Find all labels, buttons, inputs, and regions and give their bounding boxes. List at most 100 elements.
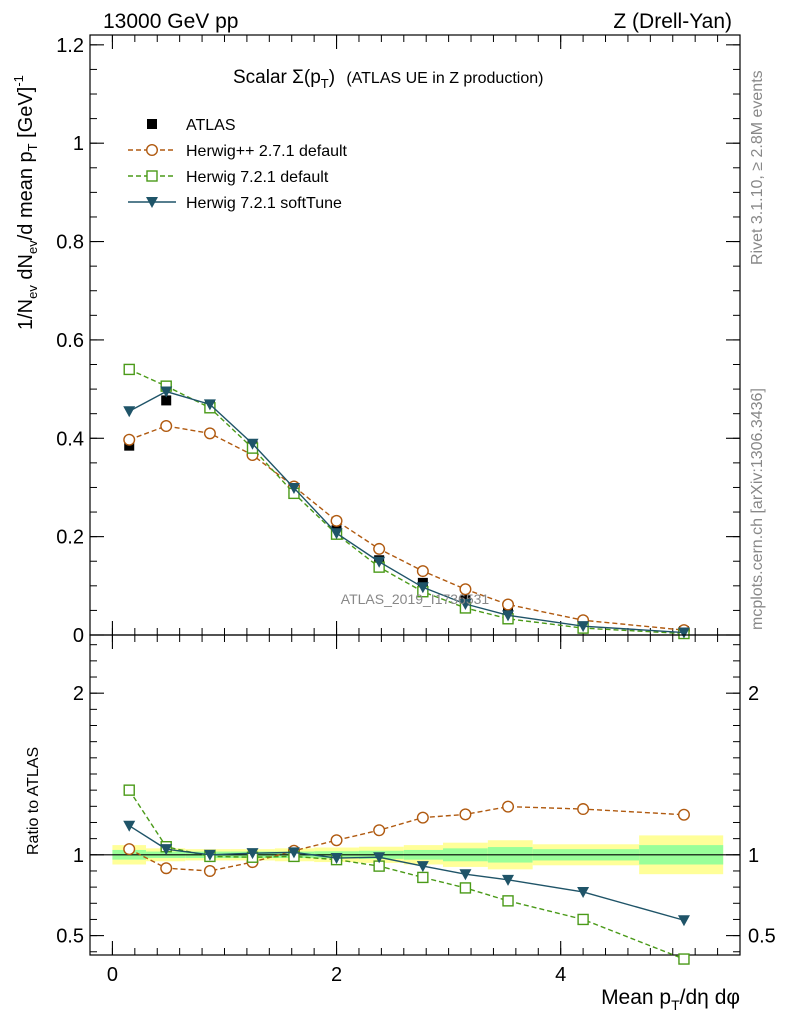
ratio-point-herwig-7-2-1-default <box>502 895 514 907</box>
ratio-point-herwig-7-2-1-softtune <box>203 849 216 861</box>
header-left-label: 13000 GeV pp <box>103 10 238 33</box>
ratio-point-herwig-7-2-1-default <box>678 953 690 965</box>
data-point-herwig-7-2-1-softtune <box>459 599 472 611</box>
main-y-tick-label: 1 <box>73 133 84 155</box>
main-y-tick-label: 0 <box>73 625 84 647</box>
legend-label-herwig-721-softtune: Herwig 7.2.1 softTune <box>186 195 342 212</box>
ratio-point-herwigpp-2-7-1-default <box>330 834 343 847</box>
ratio-panel: 0.5 0.5 1 1 2 2 0 2 4 Ratio to ATLAS Mean pT/dη … <box>25 634 776 1013</box>
main-chart-title: Scalar Σ(pT) (ATLAS UE in Z production) <box>233 67 543 91</box>
legend-symbol-atlas <box>147 119 157 129</box>
rivet-version-label: Rivet 3.1.10, ≥ 2.8M events <box>749 70 766 265</box>
ratio-point-herwig-7-2-1-softtune <box>246 848 259 860</box>
ratio-y-tick-label-right: 2 <box>748 683 759 705</box>
legend-symbol-herwig-7-2-1-softtune <box>146 197 158 208</box>
ratio-line-herwigpp-2-7-1-default <box>128 805 685 872</box>
x-tick-label: 2 <box>331 964 342 986</box>
ratio-point-herwigpp-2-7-1-default <box>203 864 216 877</box>
x-axis-label: Mean pT/dη dφ <box>601 986 740 1013</box>
main-y-axis-label: 1/Nev dNev/d mean pT [GeV]-1 <box>11 75 40 330</box>
ratio-point-herwig-7-2-1-softtune <box>459 869 472 881</box>
data-point-herwig-7-2-1-softtune <box>677 627 690 639</box>
ratio-point-herwig-7-2-1-softtune <box>677 915 690 927</box>
ratio-point-herwig-7-2-1-softtune <box>330 853 343 865</box>
legend-marker-herwigpp-271 <box>128 143 176 156</box>
data-point-herwigpp-2-7-1-default <box>502 598 515 611</box>
ratio-y-axis-label: Ratio to ATLAS <box>25 747 42 855</box>
data-point-herwig-7-2-1-softtune <box>160 386 173 398</box>
ratio-y-tick-label-right: 0.5 <box>748 926 776 948</box>
legend-label-herwigpp-271: Herwig++ 2.7.1 default <box>186 143 348 160</box>
data-point-herwig-7-2-1-softtune <box>123 406 136 418</box>
legend-entry-atlas: ATLAS <box>147 117 236 134</box>
main-panel: 0 0.2 0.4 0.6 0.8 1 1.2 ATLAS_2019_I1736531 Sc… <box>11 34 741 647</box>
ratio-point-herwigpp-2-7-1-default <box>160 862 173 875</box>
ratio-point-herwig-7-2-1-softtune <box>160 844 173 856</box>
ratio-point-herwigpp-2-7-1-default <box>373 824 386 837</box>
data-point-herwigpp-2-7-1-default <box>160 419 173 432</box>
mcplots-label: mcplots.cern.ch [arXiv:1306.3436] <box>749 388 766 630</box>
legend-marker-herwig-721-softtune <box>128 197 176 208</box>
data-point-herwigpp-2-7-1-default <box>123 433 136 446</box>
legend-label-atlas: ATLAS <box>186 117 236 134</box>
main-y-tick-label: 0.2 <box>56 527 84 549</box>
data-point-herwig-7-2-1-softtune <box>416 582 429 594</box>
legend-entry-herwigpp-271: Herwig++ 2.7.1 default <box>128 143 348 160</box>
ratio-point-herwig-7-2-1-softtune <box>123 820 136 832</box>
ratio-point-herwig-7-2-1-softtune <box>502 874 515 886</box>
data-point-herwig-7-2-1-default <box>123 363 135 376</box>
ratio-point-herwigpp-2-7-1-default <box>123 843 136 856</box>
legend-symbol-herwigpp-2-7-1-default <box>145 143 158 156</box>
ratio-y-tick-label: 2 <box>73 683 84 705</box>
legend-symbol-herwig-7-2-1-default <box>146 170 158 182</box>
data-point-herwig-7-2-1-softtune <box>577 621 590 633</box>
series-line-herwigpp-2-7-1-default <box>128 425 685 631</box>
legend-entry-herwig-721-softtune: Herwig 7.2.1 softTune <box>128 195 342 212</box>
x-tick-label: 0 <box>107 964 118 986</box>
main-y-tick-label: 0.4 <box>56 428 84 450</box>
ratio-point-herwigpp-2-7-1-default <box>502 800 515 813</box>
ratio-point-herwigpp-2-7-1-default <box>577 803 590 816</box>
ratio-point-herwig-7-2-1-softtune <box>287 847 300 859</box>
watermark-label: ATLAS_2019_I1736531 <box>341 591 490 607</box>
data-point-herwig-7-2-1-softtune <box>246 438 259 450</box>
ratio-point-herwig-7-2-1-softtune <box>577 886 590 898</box>
data-point-herwig-7-2-1-softtune <box>373 556 386 568</box>
ratio-point-herwig-7-2-1-softtune <box>373 852 386 864</box>
ratio-series-herwig-7-2-1-softtune <box>123 820 690 927</box>
header-right-label: Z (Drell-Yan) <box>613 10 732 33</box>
ratio-y-tick-label: 0.5 <box>56 926 84 948</box>
ratio-line-herwig-7-2-1-softtune <box>128 825 685 921</box>
legend-marker-herwig-721-default <box>128 170 176 182</box>
legend-entry-herwig-721-default: Herwig 7.2.1 default <box>128 169 329 186</box>
ratio-y-tick-label: 1 <box>73 845 84 867</box>
data-point-herwigpp-2-7-1-default <box>416 565 429 578</box>
data-point-herwigpp-2-7-1-default <box>459 583 472 596</box>
ratio-plot-frame <box>89 634 741 956</box>
ratio-point-herwig-7-2-1-default <box>459 882 472 894</box>
main-y-tick-label: 1.2 <box>56 35 84 57</box>
data-point-herwig-7-2-1-softtune <box>502 610 515 622</box>
ratio-point-herwigpp-2-7-1-default <box>459 808 472 821</box>
ratio-point-herwig-7-2-1-default <box>123 784 135 796</box>
data-point-herwig-7-2-1-softtune <box>330 528 343 540</box>
ratio-point-herwig-7-2-1-default <box>577 913 589 926</box>
x-tick-label: 4 <box>555 964 566 986</box>
ratio-point-herwigpp-2-7-1-default <box>416 811 429 824</box>
data-point-herwigpp-2-7-1-default <box>203 427 216 440</box>
legend-marker-atlas <box>147 119 157 129</box>
series-herwig-7-2-1-softtune <box>123 386 690 639</box>
legend-label-herwig-721-default: Herwig 7.2.1 default <box>186 169 329 186</box>
series-line-herwig-7-2-1-default <box>128 368 685 635</box>
main-y-tick-label: 0.6 <box>56 330 84 352</box>
ratio-point-herwig-7-2-1-softtune <box>416 861 429 873</box>
ratio-line-herwig-7-2-1-default <box>128 789 685 960</box>
data-point-herwig-7-2-1-softtune <box>287 482 300 494</box>
data-point-atlas <box>161 395 172 406</box>
legend: ATLAS Herwig++ 2.7.1 default Herwig 7.2.… <box>128 117 348 212</box>
data-point-herwig-7-2-1-softtune <box>203 399 216 411</box>
main-y-tick-label: 0.8 <box>56 232 84 254</box>
ratio-y-tick-label-right: 1 <box>748 845 759 867</box>
ratio-point-herwig-7-2-1-default <box>417 871 429 884</box>
